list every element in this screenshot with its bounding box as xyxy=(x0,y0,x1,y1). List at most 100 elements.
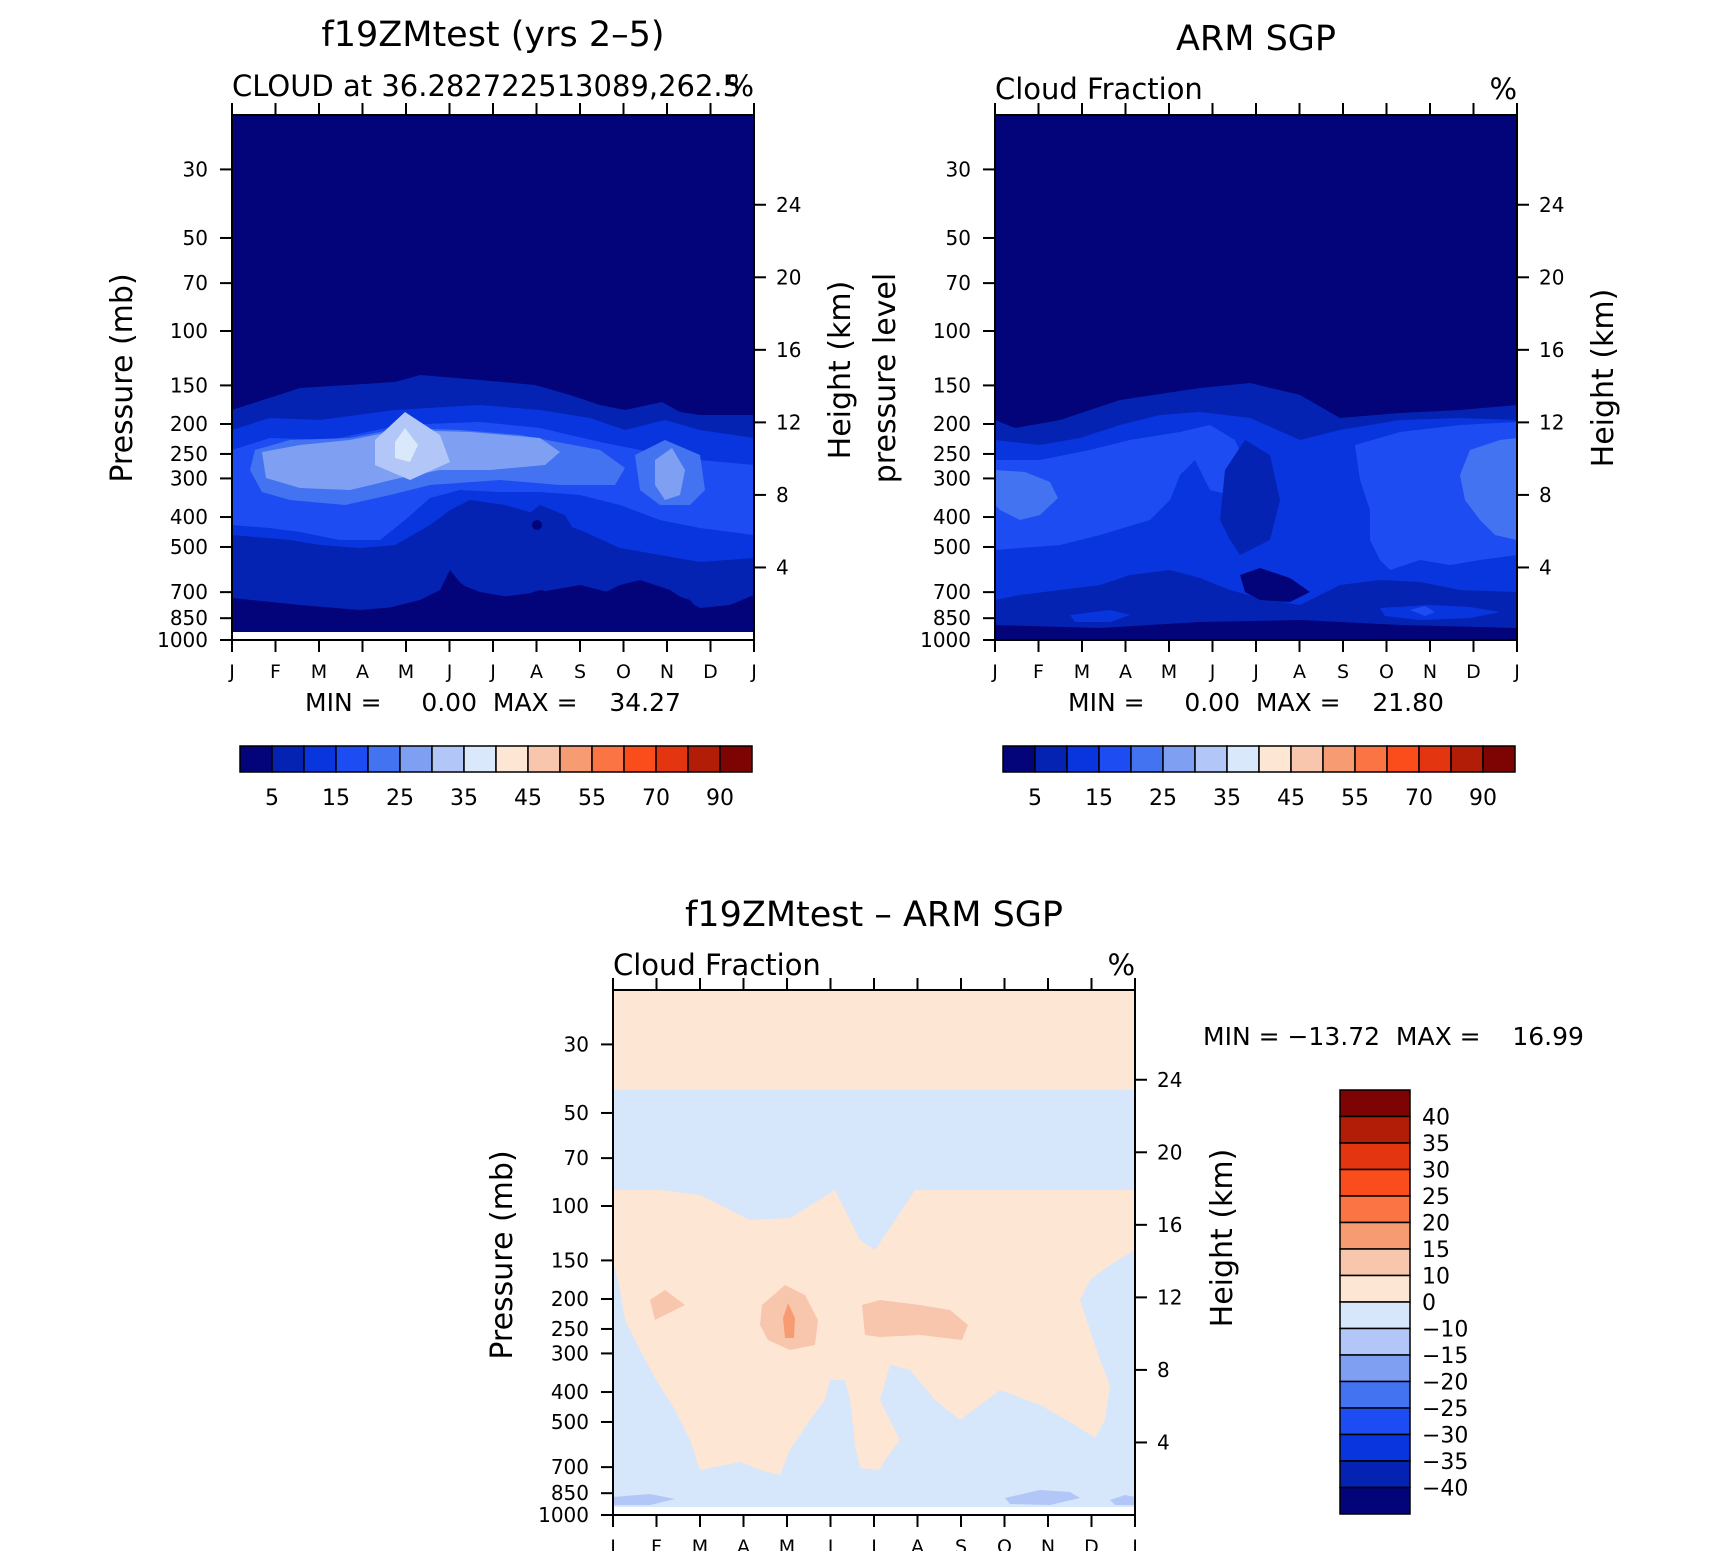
x-tick-label: M xyxy=(692,1536,708,1551)
y-tick-label: 400 xyxy=(170,505,208,529)
x-tick-label: M xyxy=(1074,661,1090,683)
colorbar-swatch xyxy=(335,745,369,773)
x-tick-label: D xyxy=(1466,661,1481,683)
y-tick-label: 500 xyxy=(170,535,208,559)
colorbar-swatch xyxy=(1290,745,1324,773)
height-tick-label: 20 xyxy=(1539,265,1564,289)
colorbar-swatch xyxy=(1322,745,1356,773)
colorbar-label: 35 xyxy=(1422,1132,1450,1157)
panel-title: f19ZMtest (yrs 2–5) xyxy=(321,15,664,55)
y-axis-label-right: Height (km) xyxy=(1586,289,1621,468)
colorbar-label: 15 xyxy=(322,786,350,811)
x-tick-label: J xyxy=(1252,661,1259,683)
y-tick-label: 150 xyxy=(551,1248,589,1272)
y-tick-label: 30 xyxy=(183,157,208,181)
colorbar-label: 10 xyxy=(1422,1265,1450,1290)
colorbar-swatch xyxy=(1354,745,1388,773)
colorbar-label: 25 xyxy=(1149,786,1177,811)
x-tick-label: J xyxy=(1513,661,1520,683)
colorbar-swatch xyxy=(1258,745,1292,773)
panel-title: f19ZMtest – ARM SGP xyxy=(685,895,1063,935)
colorbar-label: 25 xyxy=(1422,1185,1450,1210)
colorbar-swatch xyxy=(1226,745,1260,773)
x-tick-label: J xyxy=(228,661,235,683)
x-tick-label: J xyxy=(446,661,453,683)
y-tick-label: 850 xyxy=(933,606,971,630)
x-axis-ticks xyxy=(994,103,1518,652)
height-tick-label: 24 xyxy=(776,193,801,217)
panel-subtitle: CLOUD at 36.282722513089,262.5 xyxy=(232,69,741,103)
contour-fill xyxy=(232,115,754,640)
y-tick-label: 1000 xyxy=(920,628,971,652)
x-tick-label: M xyxy=(398,661,414,683)
x-tick-label: D xyxy=(1084,1536,1099,1551)
y-tick-label: 50 xyxy=(564,1101,589,1125)
x-tick-label: N xyxy=(660,661,674,683)
y-tick-label: 500 xyxy=(933,535,971,559)
y-tick-label: 200 xyxy=(170,412,208,436)
colorbar-label: 70 xyxy=(642,786,670,811)
colorbar-swatch xyxy=(239,745,273,773)
colorbar-label: 90 xyxy=(706,786,734,811)
x-tick-label: O xyxy=(997,1536,1012,1551)
y-tick-label: 200 xyxy=(551,1287,589,1311)
colorbar-label: −15 xyxy=(1422,1344,1468,1369)
contour-fill xyxy=(995,115,1517,640)
y-tick-label: 50 xyxy=(183,226,208,250)
x-tick-label: S xyxy=(1337,661,1349,683)
colorbar-label: −35 xyxy=(1422,1450,1468,1475)
height-tick-label: 8 xyxy=(1157,1358,1170,1382)
colorbar-label: 15 xyxy=(1422,1238,1450,1263)
colorbar-swatch xyxy=(271,745,305,773)
colorbar-label: 15 xyxy=(1085,786,1113,811)
y-tick-label: 100 xyxy=(551,1194,589,1218)
x-tick-label: A xyxy=(1119,661,1132,683)
y-tick-label: 400 xyxy=(933,505,971,529)
height-tick-label: 4 xyxy=(1539,555,1552,579)
colorbar-swatch xyxy=(1339,1433,1411,1462)
y-tick-label: 100 xyxy=(170,319,208,343)
colorbar-label: −25 xyxy=(1422,1397,1468,1422)
height-tick-label: 8 xyxy=(776,483,789,507)
height-tick-label: 20 xyxy=(776,265,801,289)
units-label: % xyxy=(1489,72,1517,106)
y-tick-label: 200 xyxy=(933,412,971,436)
y-axis-label-left: Pressure (mb) xyxy=(485,1150,520,1359)
colorbar-swatch xyxy=(495,745,529,773)
panel-observations: ARM SGP Cloud Fraction % J F M A M J J A S xyxy=(868,19,1621,811)
colorbar-swatch xyxy=(1339,1248,1411,1277)
colorbar: 5 15 25 35 45 55 70 90 xyxy=(1002,745,1516,811)
x-tick-label: D xyxy=(703,661,718,683)
colorbar-label: 25 xyxy=(386,786,414,811)
panel-subtitle: Cloud Fraction xyxy=(613,948,821,982)
y-tick-label: 50 xyxy=(946,226,971,250)
y-tick-label: 250 xyxy=(170,442,208,466)
colorbar-label: 35 xyxy=(450,786,478,811)
y-tick-label: 1000 xyxy=(157,628,208,652)
height-tick-label: 16 xyxy=(1157,1213,1182,1237)
x-tick-label: N xyxy=(1423,661,1437,683)
x-tick-label: O xyxy=(1379,661,1394,683)
colorbar-swatch xyxy=(1339,1327,1411,1356)
colorbar-label: 55 xyxy=(1341,786,1369,811)
height-tick-label: 8 xyxy=(1539,483,1552,507)
x-tick-label: M xyxy=(311,661,327,683)
y-axis-height: 24 20 16 12 8 4 xyxy=(754,193,801,579)
y-tick-label: 700 xyxy=(170,580,208,604)
height-tick-label: 4 xyxy=(1157,1430,1170,1454)
min-max-stats: MIN = 0.00 MAX = 34.27 xyxy=(305,688,681,717)
y-axis-label-left: Pressure (mb) xyxy=(105,273,140,482)
x-axis-ticks xyxy=(612,978,1136,1527)
y-tick-label: 250 xyxy=(551,1317,589,1341)
colorbar-swatch xyxy=(1482,745,1516,773)
contour-fill xyxy=(613,990,1135,1515)
x-tick-label: M xyxy=(779,1536,795,1551)
colorbar-swatch xyxy=(559,745,593,773)
colorbar-label: 45 xyxy=(514,786,542,811)
